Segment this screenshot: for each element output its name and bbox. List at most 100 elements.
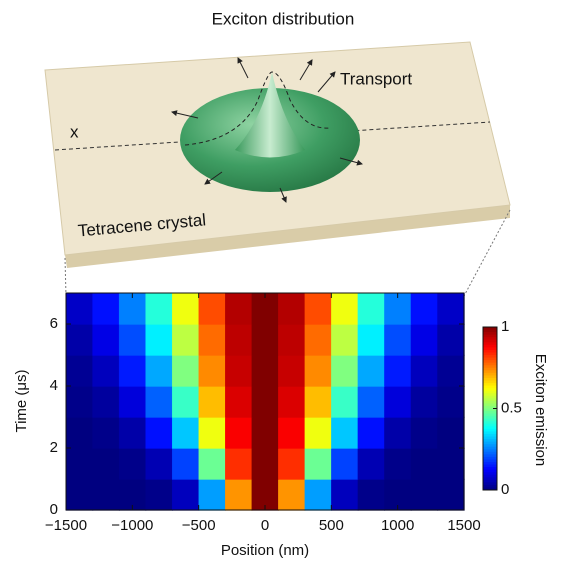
cell [145,292,173,325]
cell [357,478,386,511]
colorbar-swatch [483,339,497,343]
cell [437,354,465,387]
cell [171,478,200,511]
colorbar-swatch [483,390,497,394]
cell [198,416,226,449]
cell [65,323,94,356]
colorbar-swatch [483,365,497,369]
cell [251,416,279,449]
cell [357,323,386,356]
projection-line [64,257,67,297]
x-tick-label: −1500 [45,517,87,534]
cell [225,323,253,356]
cell [304,354,332,387]
x-tick-label: −1000 [111,517,153,534]
cell [304,323,332,356]
arrow [204,171,223,185]
cell [198,292,226,325]
y-tick-label: 6 [50,315,58,332]
cell [278,354,306,387]
colorbar-tick-label: 0 [501,481,509,498]
cell [92,385,120,418]
cell [331,292,359,325]
cell [251,323,279,356]
colorbar-swatch [483,482,497,486]
colorbar-swatch [483,446,497,450]
cell [118,385,147,418]
colorbar-swatch [483,436,497,440]
annotation: x [70,122,79,141]
cell [145,323,173,356]
cell [92,478,120,511]
colorbar-swatch [483,380,497,384]
cell [145,416,173,449]
exciton-peak [235,72,305,158]
cell [92,292,120,325]
cell [225,354,253,387]
cell [410,292,439,325]
colorbar-tick-label: 1 [501,318,509,335]
colorbar-swatch [483,334,497,338]
colorbar-swatch [483,411,497,415]
cell [225,447,253,480]
cell [384,447,412,480]
colorbar-swatch [483,426,497,430]
colorbar-swatch [483,469,497,473]
cell [278,323,306,356]
arrow [171,110,199,119]
colorbar-swatch [483,403,497,407]
projection-line [463,209,511,297]
colorbar-swatch [483,464,497,468]
colorbar-swatch [483,362,497,366]
cell [331,354,359,387]
cell [65,416,94,449]
y-axis-label: Time (μs) [13,369,30,432]
colorbar-swatch [483,375,497,379]
cell [384,354,412,387]
cell [251,385,279,418]
y-tick-label: 2 [50,439,58,456]
cell [171,323,200,356]
colorbar-swatch [483,408,497,412]
colorbar-swatch [483,456,497,460]
arrows [171,57,363,203]
colorbar-swatch [483,357,497,361]
cell [118,416,147,449]
colorbar-swatch [483,441,497,445]
arrow [299,59,313,81]
cell [278,416,306,449]
cell [278,385,306,418]
colorbar-swatch [483,479,497,483]
cell [357,292,386,325]
cell [145,354,173,387]
colorbar-swatch [483,487,497,491]
x-tick-label: 500 [319,517,344,534]
colorbar-swatch [483,355,497,359]
colorbar-swatch [483,347,497,351]
colorbar-swatch [483,423,497,427]
cell [384,416,412,449]
colorbar-swatch [483,332,497,336]
colorbar-swatch [483,472,497,476]
cell [437,447,465,480]
cell [225,385,253,418]
colorbar-swatch [483,405,497,409]
cell [145,447,173,480]
annotation: Transport [340,69,412,88]
cell [437,292,465,325]
colorbar-swatch [483,388,497,392]
colorbar-swatch [483,337,497,341]
cell [251,354,279,387]
colorbar-swatch [483,484,497,488]
colorbar-swatch [483,418,497,422]
cell [92,323,120,356]
cell [171,447,200,480]
cell [118,323,147,356]
cell [331,478,359,511]
colorbar-swatch [483,400,497,404]
cell [410,323,439,356]
colorbar-swatch [483,433,497,438]
arrow [339,157,363,166]
cell [384,385,412,418]
cell [92,447,120,480]
